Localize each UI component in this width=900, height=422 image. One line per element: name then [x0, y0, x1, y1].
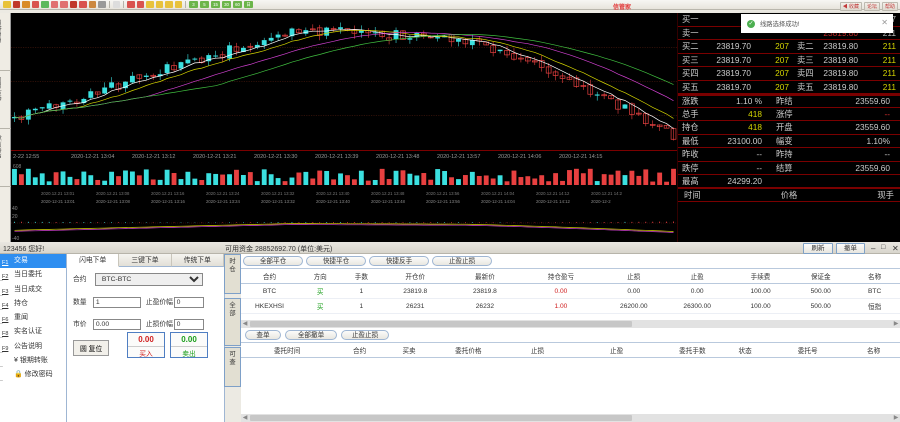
- svg-text:2020-12-21 13:48: 2020-12-21 13:48: [376, 154, 419, 160]
- svg-text:40: 40: [12, 206, 18, 212]
- svg-text:2020-12-21 14:12: 2020-12-21 14:12: [536, 199, 571, 204]
- svg-text:2020-12-21 13:30: 2020-12-21 13:30: [254, 154, 297, 160]
- svg-text:2020-12-21 13:57: 2020-12-21 13:57: [437, 154, 480, 160]
- svg-text:2020-12-2: 2020-12-2: [591, 199, 611, 204]
- svg-text:2020-12-21 14:15: 2020-12-21 14:15: [559, 154, 602, 160]
- svg-text:2020-12-21 13:39: 2020-12-21 13:39: [315, 154, 358, 160]
- svg-text:2020-12-21 13:08: 2020-12-21 13:08: [96, 199, 131, 204]
- svg-text:2020-12-21 13:24: 2020-12-21 13:24: [206, 199, 241, 204]
- svg-text:2020-12-21 13:32: 2020-12-21 13:32: [261, 199, 296, 204]
- svg-text:2020-12-21 14:04: 2020-12-21 14:04: [481, 199, 516, 204]
- svg-text:2020-12-21 13:56: 2020-12-21 13:56: [426, 199, 461, 204]
- svg-text:2020-12-21 13:01: 2020-12-21 13:01: [41, 199, 76, 204]
- svg-text:2020-12-21 13:16: 2020-12-21 13:16: [151, 199, 186, 204]
- svg-text:2020-12-21 13:40: 2020-12-21 13:40: [316, 199, 351, 204]
- svg-text:2020-12-21 13:21: 2020-12-21 13:21: [193, 154, 236, 160]
- svg-text:2020-12-21 13:04: 2020-12-21 13:04: [71, 154, 114, 160]
- svg-text:2-22 12:55: 2-22 12:55: [13, 154, 39, 160]
- svg-text:20: 20: [12, 214, 18, 220]
- svg-text:2020-12-21 13:48: 2020-12-21 13:48: [371, 199, 406, 204]
- svg-text:2020-12-21 14:06: 2020-12-21 14:06: [498, 154, 541, 160]
- svg-text:2020-12-21 13:12: 2020-12-21 13:12: [132, 154, 175, 160]
